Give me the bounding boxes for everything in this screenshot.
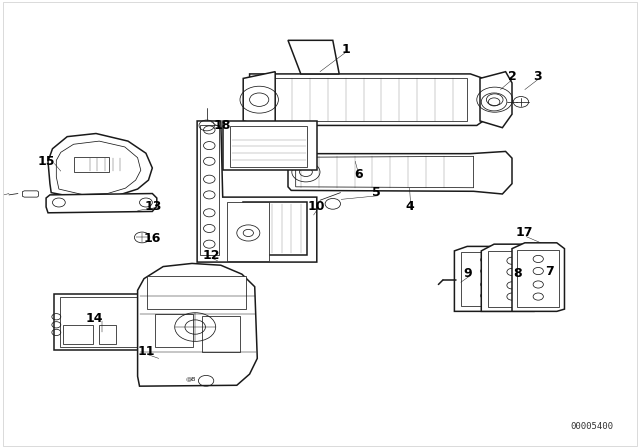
Text: 8: 8: [513, 267, 522, 280]
Polygon shape: [512, 243, 564, 311]
Text: 6: 6: [354, 168, 363, 181]
Text: 7: 7: [545, 264, 554, 278]
Text: 13: 13: [145, 199, 163, 213]
Polygon shape: [288, 40, 339, 74]
Text: 2: 2: [508, 69, 516, 83]
Bar: [155, 314, 193, 347]
Text: 12: 12: [202, 249, 220, 262]
Bar: [223, 121, 317, 170]
Bar: [230, 126, 307, 167]
Text: 1: 1: [341, 43, 350, 56]
Polygon shape: [288, 151, 512, 194]
Bar: [256, 78, 467, 121]
Bar: [147, 276, 246, 309]
Text: 5: 5: [372, 186, 381, 199]
Bar: [202, 316, 240, 352]
Text: 3: 3: [533, 69, 542, 83]
Bar: [517, 250, 559, 307]
Polygon shape: [197, 121, 317, 262]
Text: 17: 17: [516, 226, 534, 240]
Bar: [200, 125, 219, 255]
Text: 15: 15: [37, 155, 55, 168]
Bar: [227, 202, 269, 261]
Polygon shape: [250, 74, 483, 125]
Polygon shape: [46, 194, 157, 213]
Bar: [99, 325, 116, 344]
Polygon shape: [56, 141, 141, 194]
Bar: [488, 251, 536, 307]
Polygon shape: [22, 191, 38, 197]
Text: 9: 9: [463, 267, 472, 280]
Bar: [63, 325, 93, 344]
Polygon shape: [48, 134, 152, 199]
Text: 10: 10: [308, 199, 326, 213]
Text: 11: 11: [137, 345, 155, 358]
Polygon shape: [481, 244, 543, 311]
Polygon shape: [138, 263, 257, 386]
Polygon shape: [480, 72, 512, 128]
Bar: [461, 252, 511, 306]
Bar: [74, 157, 109, 172]
Polygon shape: [454, 246, 518, 311]
Bar: [243, 202, 307, 255]
Text: @B: @B: [186, 376, 196, 381]
Bar: [54, 294, 144, 350]
Text: 14: 14: [86, 311, 104, 325]
Text: 4: 4: [405, 199, 414, 213]
Text: 00005400: 00005400: [570, 422, 613, 431]
Polygon shape: [243, 72, 275, 128]
Bar: [60, 297, 140, 347]
Text: 16: 16: [143, 232, 161, 245]
Text: 18: 18: [214, 119, 232, 132]
